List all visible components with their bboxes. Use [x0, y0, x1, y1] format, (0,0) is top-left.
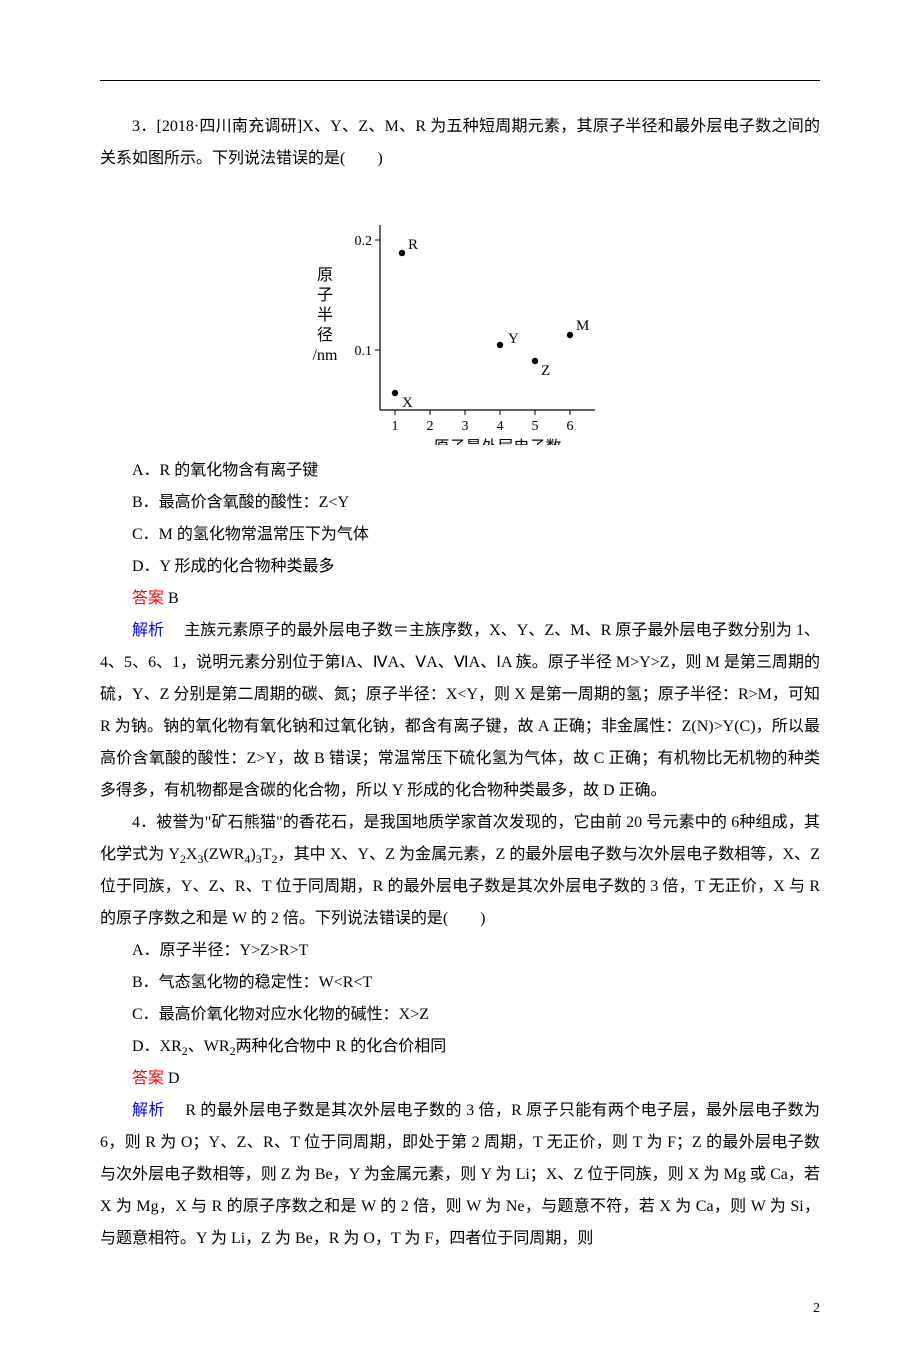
top-rule — [100, 80, 820, 81]
chart-container: 0.1 0.2 1 2 3 4 5 6 原子半径/nm 原子最外层电子数 R M Y Z X — [100, 185, 820, 445]
q4-option-a: A．原子半径：Y>Z>R>T — [100, 935, 820, 967]
q4-analysis: 解析 R 的最外层电子数是其次外层电子数的 3 倍，R 原子只能有两个电子层，最… — [100, 1095, 820, 1255]
svg-text:半: 半 — [317, 306, 333, 324]
svg-text:0.2: 0.2 — [355, 234, 373, 249]
q4-f-d: (ZWR — [203, 846, 244, 863]
q3-answer-line: 答案 B — [100, 583, 820, 615]
q3-analysis: 解析 主族元素原子的最外层电子数＝主族序数，X、Y、Z、M、R 原子最外层电子数… — [100, 615, 820, 807]
q3-stem: 3．[2018·四川南充调研]X、Y、Z、M、R 为五种短周期元素，其原子半径和… — [100, 111, 820, 175]
q4-d-pre: D．XR — [132, 1038, 182, 1055]
svg-text:/nm: /nm — [313, 347, 338, 364]
svg-text:子: 子 — [317, 286, 333, 304]
svg-text:M: M — [576, 318, 589, 334]
svg-text:3: 3 — [462, 419, 469, 434]
q3-option-a: A．R 的氧化物含有离子键 — [100, 455, 820, 487]
q4-f-h: T — [262, 846, 272, 863]
svg-text:X: X — [402, 395, 413, 411]
q4-option-b: B．气态氢化物的稳定性：W<R<T — [100, 967, 820, 999]
svg-text:2: 2 — [427, 419, 434, 434]
svg-text:4: 4 — [497, 419, 504, 434]
q4-answer-label: 答案 — [132, 1063, 164, 1095]
svg-text:Z: Z — [541, 363, 550, 379]
q3-option-d: D．Y 形成的化合物种类最多 — [100, 551, 820, 583]
q4-option-c: C．最高价氧化物对应水化物的碱性：X>Z — [100, 999, 820, 1031]
q4-d-mid: 、WR — [188, 1038, 230, 1055]
page: 3．[2018·四川南充调研]X、Y、Z、M、R 为五种短周期元素，其原子半径和… — [0, 0, 920, 1363]
svg-text:Y: Y — [508, 331, 519, 347]
q3-analysis-label: 解析 — [132, 622, 164, 639]
svg-text:1: 1 — [392, 419, 399, 434]
q4-answer-value: D — [168, 1070, 180, 1087]
svg-text:6: 6 — [567, 419, 574, 434]
page-number: 2 — [100, 1295, 820, 1323]
q4-answer-line: 答案 D — [100, 1063, 820, 1095]
q4-analysis-label: 解析 — [132, 1102, 165, 1119]
q3-analysis-text: 主族元素原子的最外层电子数＝主族序数，X、Y、Z、M、R 原子最外层电子数分别为… — [100, 622, 820, 799]
q4-d-post: 两种化合物中 R 的化合价相同 — [236, 1038, 447, 1055]
scatter-chart: 0.1 0.2 1 2 3 4 5 6 原子半径/nm 原子最外层电子数 R M Y Z X — [290, 185, 630, 445]
q4-stem: 4．被誉为"矿石熊猫"的香花石，是我国地质学家首次发现的，它由前 20 号元素中… — [100, 807, 820, 935]
q4-analysis-text: R 的最外层电子数是其次外层电子数的 3 倍，R 原子只能有两个电子层，最外层电… — [100, 1102, 820, 1247]
svg-text:5: 5 — [532, 419, 539, 434]
q3-answer-label: 答案 — [132, 583, 164, 615]
svg-text:0.1: 0.1 — [355, 344, 373, 359]
svg-text:径: 径 — [317, 326, 333, 344]
svg-text:原: 原 — [317, 267, 333, 284]
q3-option-c: C．M 的氢化物常温常压下为气体 — [100, 519, 820, 551]
q3-answer-value: B — [168, 590, 179, 607]
svg-text:R: R — [408, 237, 418, 253]
q4-f-b: X — [186, 846, 198, 863]
q4-option-d: D．XR2、WR2两种化合物中 R 的化合价相同 — [100, 1031, 820, 1063]
svg-text:原子最外层电子数: 原子最外层电子数 — [433, 438, 561, 445]
q3-option-b: B．最高价含氧酸的酸性：Z<Y — [100, 487, 820, 519]
